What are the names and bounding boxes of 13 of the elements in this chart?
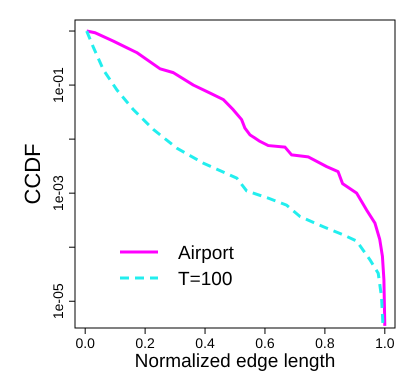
x-tick-label: 0.4 [195,335,215,351]
x-axis-title: Normalized edge length [134,351,336,372]
x-tick-label: 0.0 [75,335,96,351]
y-axis-title: CCDF [20,143,45,205]
legend-label: T=100 [178,269,232,290]
legend-label: Airport [178,243,235,264]
y-tick-label: 1e-03 [50,175,66,212]
x-tick-label: 0.8 [315,335,335,351]
y-tick-label: 1e-05 [50,283,66,320]
x-tick-label: 1.0 [375,335,395,351]
y-tick-label: 1e-01 [50,66,66,103]
x-tick-label: 0.2 [135,335,156,351]
x-tick-label: 0.6 [255,335,275,351]
